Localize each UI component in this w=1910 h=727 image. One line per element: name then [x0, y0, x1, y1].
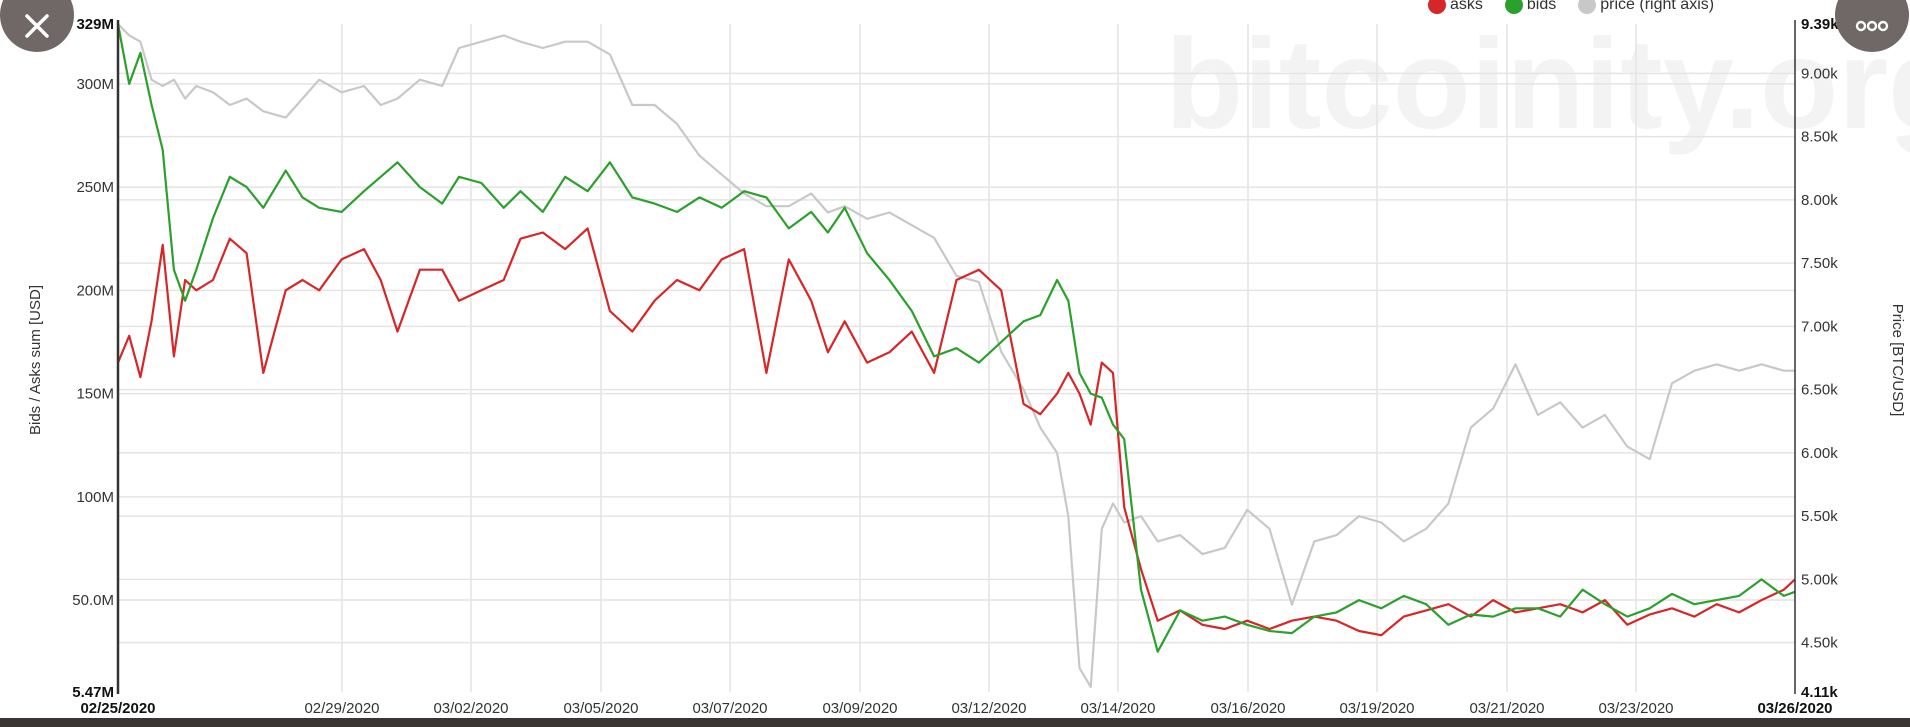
x-tick: 03/19/2020 [1339, 700, 1414, 717]
legend-item-bids[interactable]: bids [1504, 0, 1557, 14]
x-tick: 02/25/2020 [80, 700, 155, 717]
legend-label-bids: bids [1526, 0, 1557, 13]
y-tick-right: 9.39k [1801, 16, 1839, 33]
y-tick-right: 4.50k [1801, 635, 1838, 652]
close-icon [25, 14, 49, 38]
y-tick-right: 6.50k [1801, 382, 1838, 399]
series-asks [116, 227, 1796, 637]
data-series [116, 23, 1796, 689]
y-tick-right: 9.00k [1801, 65, 1838, 82]
legend-item-asks[interactable]: asks [1428, 0, 1483, 14]
y-tick-left: 100M [76, 489, 114, 506]
legend: asks bids price (right axis) [1428, 0, 1714, 14]
asks-dot-icon [1428, 0, 1446, 14]
grid-lines [118, 24, 1795, 692]
series-bids [116, 23, 1796, 653]
x-tick: 03/23/2020 [1598, 700, 1673, 717]
legend-label-asks: asks [1450, 0, 1483, 13]
y-axis-left-title: Bids / Asks sum [USD] [27, 285, 44, 435]
x-tick: 03/07/2020 [692, 700, 767, 717]
y-tick-left: 50.0M [72, 592, 114, 609]
x-tick: 03/02/2020 [433, 700, 508, 717]
bids-dot-icon [1504, 0, 1523, 14]
series-price [117, 23, 1795, 689]
legend-item-price[interactable]: price (right axis) [1578, 0, 1714, 14]
axes: 329M 300M 250M 200M 150M 100M 50.0M 5.47M 9.39k 9… [72, 16, 1839, 717]
y-tick-right: 6.00k [1801, 445, 1838, 462]
x-tick: 03/09/2020 [822, 700, 897, 717]
bottom-bar [0, 718, 1910, 727]
y-tick-left: 250M [76, 179, 114, 196]
y-tick-right: 7.00k [1801, 318, 1838, 335]
y-tick-right: 4.11k [1801, 684, 1838, 701]
x-tick: 03/05/2020 [563, 700, 638, 717]
y-tick-left: 300M [76, 76, 114, 93]
y-tick-left: 329M [76, 16, 114, 33]
x-tick: 03/12/2020 [951, 700, 1026, 717]
price-dot-icon [1578, 0, 1597, 14]
x-tick: 03/26/2020 [1757, 700, 1832, 717]
y-axis-right-title: Price [BTC/USD] [1889, 304, 1906, 417]
y-tick-left: 5.47M [72, 684, 114, 701]
legend-label-price: price (right axis) [1600, 0, 1715, 13]
y-tick-right: 5.50k [1801, 508, 1838, 525]
y-tick-right: 8.00k [1801, 192, 1838, 209]
more-dots-icon [1855, 20, 1889, 32]
y-tick-right: 7.50k [1801, 255, 1838, 272]
y-tick-right: 5.00k [1801, 571, 1838, 588]
x-tick: 03/14/2020 [1080, 700, 1155, 717]
x-tick: 03/16/2020 [1210, 700, 1285, 717]
y-tick-left: 200M [76, 282, 114, 299]
y-tick-right: 8.50k [1801, 129, 1838, 146]
y-tick-left: 150M [76, 386, 114, 403]
x-tick: 03/21/2020 [1469, 700, 1544, 717]
x-tick: 02/29/2020 [304, 700, 379, 717]
